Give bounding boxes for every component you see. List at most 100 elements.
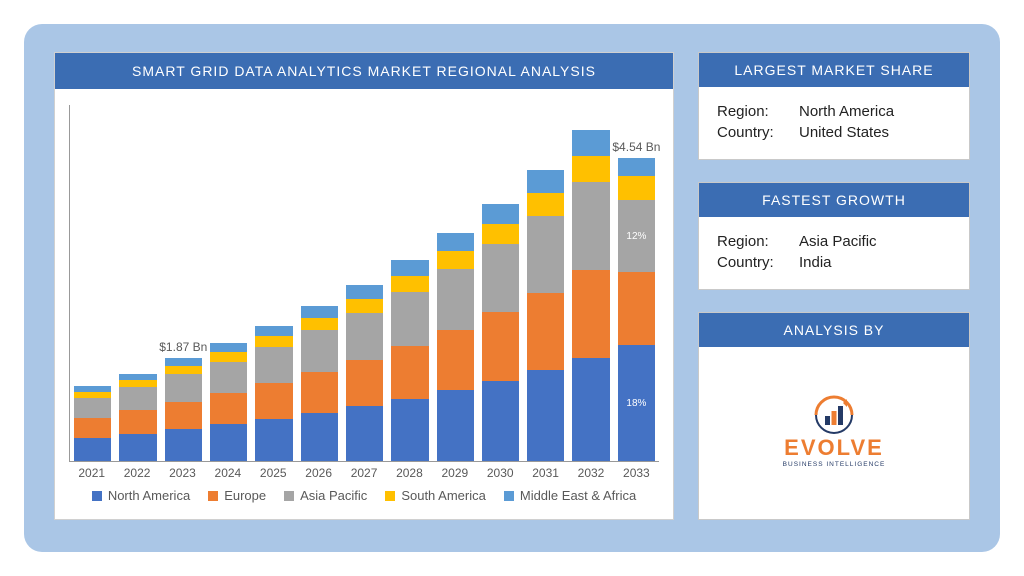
seg-europe [119,410,156,433]
bar-2032 [572,130,609,461]
legend: North AmericaEuropeAsia PacificSouth Ame… [69,480,659,513]
value: Asia Pacific [799,233,877,250]
seg-asia-pacific [74,398,111,418]
seg-north-america [301,413,338,461]
market-share-card: LARGEST MARKET SHARE Region: North Ameri… [698,52,970,160]
market-share-title: LARGEST MARKET SHARE [699,53,969,87]
growth-country-row: Country: India [717,254,951,271]
legend-item: North America [92,488,190,503]
market-share-region-row: Region: North America [717,103,951,120]
seg-north-america [255,419,292,461]
chart-title: SMART GRID DATA ANALYTICS MARKET REGIONA… [55,53,673,89]
legend-swatch [385,491,395,501]
seg-south-america [255,336,292,347]
xaxis-label: 2023 [164,466,201,480]
bar-annotation: $1.87 Bn [159,340,207,354]
seg-middle-east-africa [482,204,519,224]
seg-north-america [437,390,474,461]
seg-middle-east-africa [437,233,474,251]
value: India [799,254,832,271]
bar-annotation: $4.54 Bn [612,140,660,154]
seg-south-america [391,276,428,292]
seg-middle-east-africa [119,374,156,381]
seg-middle-east-africa [618,158,655,176]
legend-swatch [504,491,514,501]
xaxis-label: 2021 [73,466,110,480]
seg-middle-east-africa [527,170,564,193]
brand-name: EVOLVE [784,437,884,459]
seg-north-america [210,424,247,461]
legend-label: South America [401,488,486,503]
x-axis: 2021202220232024202520262027202820292030… [69,462,659,480]
brand-sub: BUSINESS INTELLIGENCE [783,461,886,468]
legend-swatch [284,491,294,501]
bar-2022 [119,374,156,461]
seg-south-america [527,193,564,216]
legend-swatch [92,491,102,501]
seg-asia-pacific [255,347,292,383]
bar-2031 [527,170,564,461]
seg-asia-pacific [437,269,474,330]
seg-middle-east-africa [255,326,292,337]
bar-2033: 12%18%$4.54 Bn [618,158,655,461]
label: Region: [717,233,799,250]
seg-asia-pacific [572,182,609,270]
seg-north-america [572,358,609,461]
bar-2021 [74,386,111,461]
seg-asia-pacific [527,216,564,293]
growth-card: FASTEST GROWTH Region: Asia Pacific Coun… [698,182,970,290]
xaxis-label: 2029 [436,466,473,480]
xaxis-label: 2031 [527,466,564,480]
legend-label: Middle East & Africa [520,488,636,503]
label: Region: [717,103,799,120]
xaxis-label: 2024 [209,466,246,480]
xaxis-label: 2033 [618,466,655,480]
analysis-by-logo: EVOLVE BUSINESS INTELLIGENCE [699,347,969,519]
plot-area: $1.87 Bn 12% 18% $4.54 Bn [69,105,659,462]
analysis-by-title: ANALYSIS BY [699,313,969,347]
growth-title: FASTEST GROWTH [699,183,969,217]
seg-europe [210,393,247,424]
seg-south-america [346,299,383,313]
seg-europe [437,330,474,391]
xaxis-label: 2032 [572,466,609,480]
seg-middle-east-africa [210,343,247,352]
seg-europe [74,418,111,438]
seg-north-america: 18% [618,345,655,461]
seg-south-america [165,366,202,374]
seg-south-america [572,156,609,182]
seg-asia-pacific: 12% [618,200,655,273]
analysis-by-card: ANALYSIS BY EVOLVE BUSINESS INTELLIGENCE [698,312,970,520]
seg-north-america [119,434,156,461]
seg-south-america [437,251,474,269]
chart-body: $1.87 Bn 12% 18% $4.54 Bn 2021 2022 2023 2024 2… [55,89,673,519]
xaxis-label: 2022 [118,466,155,480]
label: Country: [717,254,799,271]
seg-europe [255,383,292,419]
seg-europe [572,270,609,358]
evolve-logo-icon [811,395,857,435]
seg-europe [346,360,383,407]
seg-europe [165,402,202,429]
seg-europe [482,312,519,381]
bar-2029 [437,233,474,461]
seg-europe [527,293,564,370]
bar-2023: $1.87 Bn [165,358,202,461]
seg-middle-east-africa [301,306,338,318]
legend-label: Asia Pacific [300,488,367,503]
xaxis-label: 2027 [345,466,382,480]
bar-2026 [301,306,338,461]
seg-north-america [74,438,111,461]
seg-asia-pacific [119,387,156,410]
seg-europe [301,372,338,413]
seg-asia-pacific [301,330,338,371]
seg-asia-pacific [165,374,202,401]
bar-2027 [346,285,383,461]
value: North America [799,103,894,120]
bar-2024 [210,343,247,461]
growth-region-row: Region: Asia Pacific [717,233,951,250]
bar-2025 [255,326,292,461]
seg-asia-pacific [210,362,247,393]
seg-south-america [618,176,655,199]
value: United States [799,124,889,141]
